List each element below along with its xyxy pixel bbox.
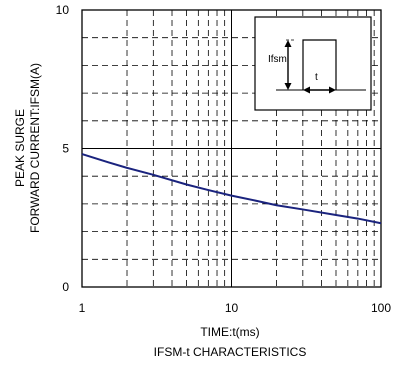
- x-tick-label: 10: [225, 301, 239, 315]
- y-tick-label: 0: [62, 280, 69, 294]
- x-tick-label: 100: [371, 301, 391, 315]
- inset-arrow-left-icon: [303, 86, 310, 94]
- y-tick-label: 10: [56, 3, 70, 17]
- inset-arrow-up-icon: [284, 40, 292, 47]
- pulse-inset-diagram: Ifsm t: [254, 16, 372, 111]
- x-axis-label: TIME:t(ms): [200, 325, 259, 339]
- grid-minor-lines: [82, 10, 381, 287]
- inset-t-label: t: [315, 72, 318, 83]
- y-axis-label: PEAK SURGE FORWARD CURRENT:IFSM(A): [13, 63, 42, 233]
- inset-frame: [254, 16, 372, 111]
- inset-arrow-right-icon: [329, 86, 336, 94]
- inset-ifsm-label: Ifsm: [268, 54, 287, 65]
- inset-pulse: [302, 39, 337, 90]
- series-layer: [81, 153, 382, 225]
- y-tick-label: 5: [62, 142, 69, 156]
- chart-title: IFSM-t CHARACTERISTICS: [154, 345, 307, 359]
- inset-arrow-down-icon: [284, 83, 292, 90]
- plot-frame: [81, 9, 382, 288]
- y-tick-labels: 0 5 10: [56, 3, 70, 294]
- grid-major-lines: [82, 10, 381, 287]
- series-line: [81, 153, 382, 225]
- y-axis-label-line-2: FORWARD CURRENT:IFSM(A): [28, 63, 42, 233]
- y-axis-label-line-1: PEAK SURGE: [13, 109, 27, 187]
- x-tick-labels: 1 10 100: [79, 301, 392, 315]
- x-tick-label: 1: [79, 301, 86, 315]
